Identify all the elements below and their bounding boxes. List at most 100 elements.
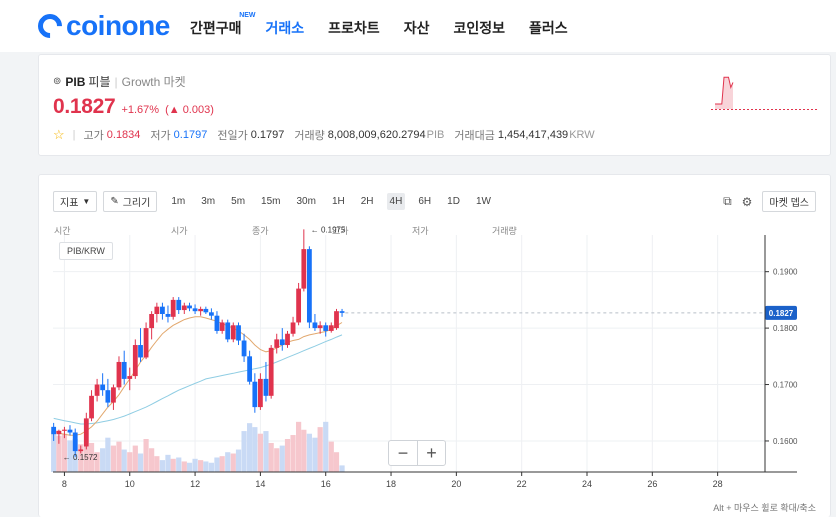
volume-bar [247, 423, 253, 472]
candle-body [334, 311, 339, 329]
interval-15m[interactable]: 15m [261, 196, 281, 207]
candle [170, 297, 176, 320]
candle [339, 308, 345, 317]
y-tick-label: 0.1700 [773, 381, 798, 390]
candle [127, 367, 133, 391]
volume-bar [121, 449, 127, 472]
candle [176, 297, 182, 314]
market-depth-button[interactable]: 마켓 뎁스 [762, 191, 816, 212]
y-tick-label: 0.1800 [773, 324, 798, 333]
draw-button[interactable]: ✎ 그리기 [103, 191, 158, 212]
candle [323, 322, 329, 337]
interval-4h[interactable]: 4H [386, 193, 406, 210]
candle [187, 302, 192, 312]
x-tick-label: 16 [321, 479, 331, 489]
indicator-label: 지표 [60, 198, 79, 209]
zoom-in-button[interactable]: + [417, 441, 445, 465]
candle [209, 308, 214, 320]
candlestick-chart[interactable]: ← 0.1975 ← 0.1572 0.1827 0.1900 0.1800 0.1700… [39, 175, 830, 517]
candle [230, 322, 236, 343]
candle [160, 302, 165, 320]
candle-body [187, 305, 192, 309]
volume-bar [88, 442, 95, 472]
external-link-icon[interactable]: ⧉ [723, 194, 732, 208]
volume-bar [339, 465, 345, 472]
candle-body [121, 361, 127, 379]
candle [263, 361, 269, 402]
volume-bar [176, 457, 182, 472]
volume-bar [154, 456, 160, 472]
volume-bar [192, 458, 198, 472]
volume-bar [284, 439, 291, 472]
candle-body [116, 361, 122, 388]
x-tick-label: 12 [190, 479, 200, 489]
volume-bar [127, 452, 133, 472]
min-price-marker: ← 0.1572 [63, 453, 98, 462]
candle-body [105, 390, 111, 403]
candle [279, 328, 285, 351]
interval-3m[interactable]: 3m [201, 196, 216, 207]
main-nav: 간편구매 NEW 거래소 프로차트 자산 코인정보 플러스 [190, 12, 592, 38]
candle-body [94, 384, 100, 396]
interval-5m[interactable]: 5m [231, 196, 246, 207]
nav-label: 플러스 [529, 20, 568, 36]
candle-body [72, 432, 78, 452]
candle-body [279, 339, 285, 346]
volume-bar [198, 460, 204, 472]
volume-bar [61, 433, 68, 472]
volume-bar [170, 458, 176, 472]
nav-item-coin-info[interactable]: 코인정보 [453, 18, 505, 38]
candle-body [83, 418, 89, 447]
volume-bar [83, 446, 89, 472]
nav-item-pro-chart[interactable]: 프로차트 [328, 18, 380, 38]
high-label: 고가 [83, 130, 104, 142]
candle [268, 345, 274, 399]
candle-body [230, 325, 236, 340]
nav-item-plus[interactable]: 플러스 [529, 18, 568, 38]
interval-1w[interactable]: 1W [475, 196, 491, 207]
candle [149, 311, 155, 340]
legend-close: 종가 [252, 226, 269, 236]
candle [132, 339, 138, 379]
candle [192, 304, 198, 314]
current-price-tag-label: 0.1827 [769, 309, 794, 318]
candle-body [138, 345, 143, 358]
candle-body [143, 328, 149, 358]
candle [116, 356, 122, 391]
ohlc-legend: 시간 시가 종가 고가 저가 거래량 [54, 224, 517, 237]
interval-6h[interactable]: 6H [418, 196, 432, 207]
candle-body [198, 308, 204, 312]
new-badge: NEW [239, 12, 256, 19]
candle [51, 422, 57, 441]
candle-body [154, 306, 160, 314]
nav-item-exchange[interactable]: 거래소 [266, 18, 305, 38]
coin-korean-name: 피블 [88, 75, 111, 89]
volume-bar [203, 461, 209, 472]
candle [138, 328, 143, 362]
candle-body [132, 345, 138, 377]
indicator-button[interactable]: 지표 ▼ [53, 191, 98, 212]
candle [252, 373, 258, 413]
trade-amount-label: 거래대금 [454, 130, 495, 142]
coin-icon: ⊚ [53, 76, 62, 87]
volume-bar [51, 431, 57, 472]
nav-item-assets[interactable]: 자산 [404, 18, 430, 38]
nav-label: 자산 [403, 20, 430, 36]
volume-bar [274, 448, 280, 472]
candle-body [203, 308, 209, 313]
interval-2h[interactable]: 2H [360, 196, 374, 207]
interval-1d[interactable]: 1D [447, 196, 460, 207]
gear-icon[interactable]: ⚙ [741, 194, 753, 209]
interval-1m[interactable]: 1m [171, 196, 186, 207]
candle-body [170, 299, 176, 317]
nav-item-easy-buy[interactable]: 간편구매 NEW [190, 12, 256, 38]
candle-body [328, 325, 334, 331]
x-tick-label: 8 [62, 479, 67, 489]
ticker-title-row: ⊚ PIB 피블 | Growth 마켓 [53, 73, 186, 90]
coinone-logo[interactable]: coinone [33, 9, 170, 43]
interval-30m[interactable]: 30m [296, 196, 316, 207]
favorite-star-icon[interactable]: ☆ [53, 127, 65, 142]
zoom-out-button[interactable]: − [397, 442, 409, 463]
candle [181, 302, 187, 314]
interval-1h[interactable]: 1H [331, 196, 345, 207]
